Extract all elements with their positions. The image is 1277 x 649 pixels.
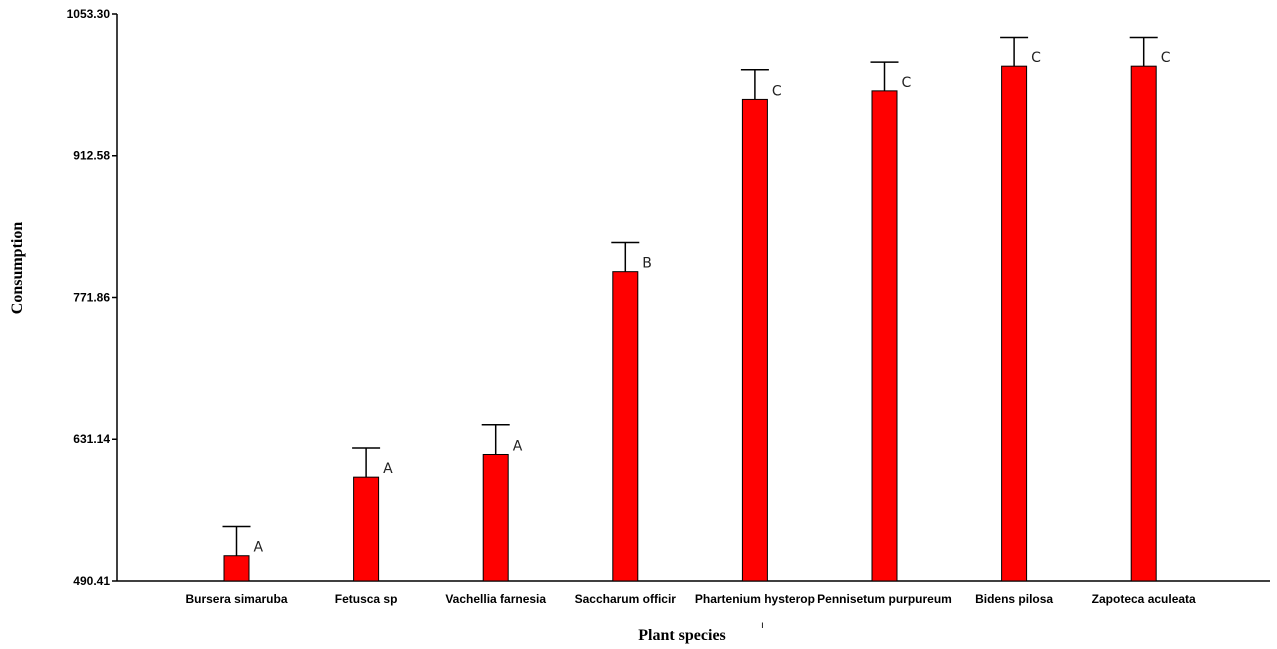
y-tick-label: 490.41 [73, 574, 110, 588]
significance-label: C [1161, 50, 1171, 66]
category-labels-group: Bursera simaruba Fetusca sp Vachellia farn… [185, 592, 1196, 606]
x-axis-title: Plant species [638, 627, 726, 644]
category-label: Fetusca sp [335, 592, 398, 606]
significance-label: C [1031, 50, 1041, 66]
bar [482, 453, 509, 582]
category-label: Pennisetum purpureum [817, 592, 952, 606]
category-label: Bidens pilosa [975, 592, 1053, 606]
bar [353, 476, 380, 582]
significance-label: B [642, 256, 652, 272]
significance-label: A [254, 540, 264, 556]
error-bars-group [222, 36, 1158, 556]
bar [223, 555, 250, 582]
category-label: Bursera simaruba [185, 592, 287, 606]
y-tick-label: 631.14 [73, 432, 110, 446]
bar [1001, 65, 1028, 582]
bars-group [223, 65, 1157, 582]
stray-mark: ı [761, 620, 764, 631]
y-axis-title: Consumption [9, 222, 26, 315]
category-label: Zapoteca aculeata [1092, 592, 1196, 606]
category-label: Vachellia farnesia [445, 592, 546, 606]
bar [1130, 65, 1157, 582]
significance-labels-group: A A A B C C C C [254, 50, 1171, 556]
y-tick-label: 771.86 [73, 290, 110, 304]
bar [741, 98, 768, 582]
bar [612, 271, 639, 582]
y-tick-label: 912.58 [73, 149, 110, 163]
y-tick-label: 1053.30 [67, 7, 111, 21]
significance-label: A [383, 461, 393, 477]
significance-label: C [772, 83, 782, 99]
significance-label: C [902, 75, 912, 91]
significance-label: A [513, 438, 523, 454]
category-label: Saccharum officir [575, 592, 677, 606]
bar [871, 90, 898, 582]
category-label: Phartenium hysterop [695, 592, 815, 606]
y-axis: 490.41 631.14 771.86 912.58 1053.30 [67, 7, 118, 588]
